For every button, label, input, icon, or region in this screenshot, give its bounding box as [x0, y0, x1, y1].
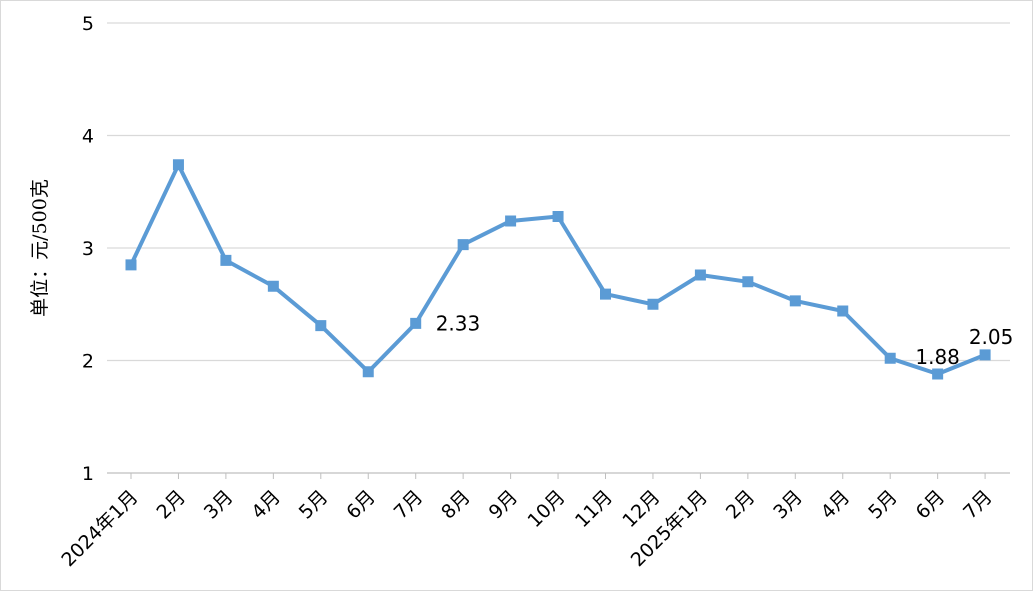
x-tick-label: 4月 [247, 486, 285, 524]
data-point-marker [837, 305, 849, 317]
data-label: 2.05 [969, 325, 1014, 349]
data-point-marker [362, 366, 374, 378]
x-tick-label: 5月 [295, 486, 333, 524]
series-line [129, 162, 988, 376]
data-point-marker [742, 276, 754, 288]
x-tick-label: 2024年1月 [57, 486, 142, 571]
y-tick-label: 5 [82, 13, 94, 35]
data-point-marker [457, 239, 469, 251]
y-axis-ticks: 1 2 3 4 5 [82, 13, 94, 485]
y-axis-label: 单位：元/500克 [29, 179, 51, 317]
y-tick-label: 3 [82, 238, 94, 260]
data-point-marker [600, 288, 611, 300]
data-point-marker [410, 317, 422, 329]
y-tick-label: 2 [82, 351, 94, 373]
series-line-path [129, 162, 988, 376]
y-tick-label: 4 [82, 126, 94, 148]
x-tick-label: 2月 [722, 486, 760, 524]
x-tick-label: 3月 [769, 486, 807, 524]
x-tick-label: 3月 [200, 486, 238, 524]
x-tick-label: 7月 [959, 486, 997, 524]
gridlines [107, 22, 1010, 474]
data-point-marker [172, 159, 184, 171]
x-tick-label: 11月 [571, 486, 617, 532]
data-point-marker [789, 295, 801, 307]
data-point-marker [979, 349, 991, 361]
data-point-marker [125, 259, 137, 271]
data-labels: 2.33 1.88 2.05 [436, 311, 1014, 369]
x-axis [130, 473, 986, 479]
series-markers [125, 159, 991, 380]
data-point-marker [884, 352, 896, 364]
x-tick-label: 6月 [912, 486, 950, 524]
data-point-marker [694, 269, 706, 281]
data-point-marker [552, 211, 564, 222]
x-tick-label: 7月 [390, 486, 428, 524]
x-tick-label: 2月 [152, 486, 190, 524]
y-tick-label: 1 [82, 463, 94, 485]
x-tick-label: 6月 [342, 486, 380, 524]
x-tick-label: 10月 [523, 486, 569, 532]
x-tick-label: 8月 [437, 486, 475, 524]
x-tick-label: 4月 [817, 486, 855, 524]
data-point-marker [932, 368, 944, 380]
x-tick-label: 9月 [485, 486, 523, 524]
data-point-marker [315, 320, 327, 332]
data-point-marker [267, 280, 279, 292]
data-label: 1.88 [915, 345, 960, 369]
data-label: 2.33 [436, 311, 481, 335]
data-point-marker [505, 215, 517, 227]
x-tick-label: 5月 [864, 486, 902, 524]
data-point-marker [220, 254, 232, 266]
data-point-marker [647, 298, 659, 310]
